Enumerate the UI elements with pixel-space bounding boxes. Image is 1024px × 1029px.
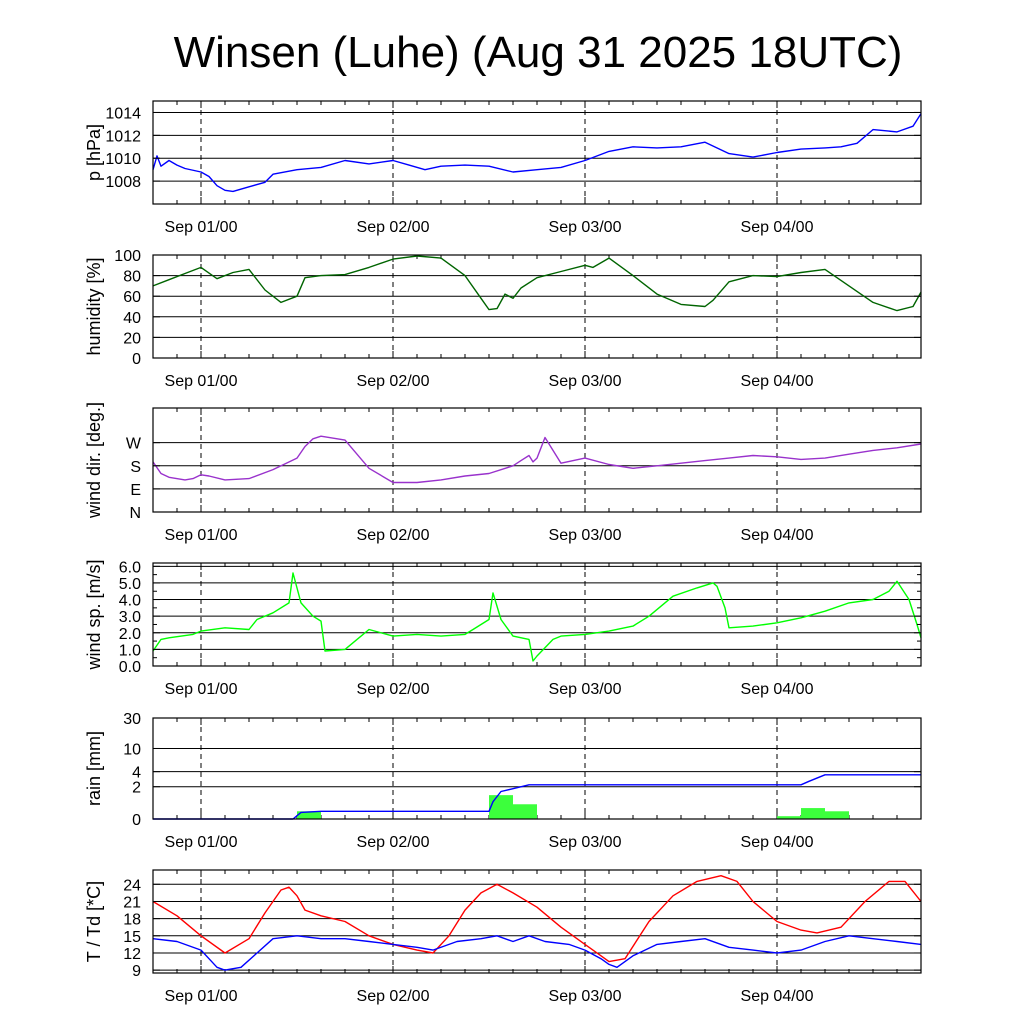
series-line-0 [152,113,922,193]
series-line-1 [152,935,922,971]
series-line-0 [152,435,922,484]
panel-frame [152,869,922,974]
x-tick-label: Sep 01/00 [165,219,238,236]
panel-frame [152,100,922,205]
y-axis-label: p [hPa] [84,124,104,181]
y-tick-label: E [130,482,141,499]
x-tick-label: Sep 03/00 [549,373,622,390]
y-tick-label: 12 [123,946,141,963]
y-tick-label: 4.0 [119,593,141,610]
panel-frame [152,562,922,667]
panel-4: 0 24 10 30 rain [mm] Sep 01/00 Sep 02/00 Sep 03… [84,711,922,851]
y-tick-label: W [126,436,142,453]
x-tick-label: Sep 01/00 [165,527,238,544]
y-tick-label: 15 [123,929,141,946]
x-tick-label: Sep 04/00 [741,373,814,390]
y-tick-label: 1012 [105,128,141,145]
y-tick-label: S [130,459,141,476]
y-tick-label: 10 [123,741,141,758]
y-tick-label: 40 [123,310,141,327]
y-tick-label: 60 [123,289,141,306]
y-axis-label: wind sp. [m/s] [84,559,104,670]
y-tick-label: 1010 [105,151,141,168]
rain-bar [489,795,513,819]
x-tick-label: Sep 03/00 [549,219,622,236]
y-tick-label: 0 [132,812,141,829]
y-tick-label: 2.0 [119,626,141,643]
y-tick-label: 30 [123,711,141,728]
rain-bar [801,808,825,819]
x-tick-label: Sep 04/00 [741,834,814,851]
y-tick-label: 80 [123,269,141,286]
y-tick-label: 6.0 [119,559,141,576]
series-line-0 [153,774,921,820]
rain-bar [825,811,849,819]
series-line-0 [152,875,922,963]
x-tick-label: Sep 01/00 [165,988,238,1005]
y-tick-label: 20 [123,330,141,347]
y-tick-label: 9 [132,963,141,980]
y-tick-label: 21 [123,894,141,911]
x-tick-label: Sep 01/00 [165,373,238,390]
y-axis-label: humidity [%] [84,257,104,355]
x-tick-label: Sep 02/00 [357,988,430,1005]
y-tick-label: N [129,505,141,522]
x-tick-label: Sep 01/00 [165,681,238,698]
x-tick-label: Sep 04/00 [741,527,814,544]
chart-title: Winsen (Luhe) (Aug 31 2025 18UTC) [174,28,903,77]
rain-bar [513,804,537,819]
y-tick-label: 1008 [105,174,141,191]
y-tick-label: 3.0 [119,609,141,626]
y-tick-label: 1.0 [119,642,141,659]
y-tick-label: 24 [123,877,141,894]
y-axis-label: T / Td [*C] [84,881,104,962]
y-tick-label: 1014 [105,105,141,122]
panel-frame [152,254,922,359]
x-tick-label: Sep 04/00 [741,681,814,698]
panel-3: 0.01.02.03.04.05.06.0 wind sp. [m/s] Sep 0… [84,559,922,698]
series-line-0 [152,255,922,312]
series-line-0 [152,572,922,662]
y-tick-label: 0 [132,351,141,368]
x-tick-label: Sep 01/00 [165,834,238,851]
x-tick-label: Sep 03/00 [549,834,622,851]
y-tick-label: 0.0 [119,659,141,676]
panel-frame [152,407,922,513]
x-tick-label: Sep 03/00 [549,681,622,698]
panel-frame [152,717,922,820]
rain-bar [777,816,801,819]
y-axis-label: wind dir. [deg.] [84,402,104,519]
y-tick-label: 4 [132,765,141,782]
rain-bar [297,811,321,819]
x-tick-label: Sep 02/00 [357,373,430,390]
x-tick-label: Sep 03/00 [549,527,622,544]
x-tick-label: Sep 02/00 [357,834,430,851]
y-tick-label: 100 [114,248,141,265]
x-tick-label: Sep 04/00 [741,219,814,236]
x-tick-label: Sep 02/00 [357,219,430,236]
x-tick-label: Sep 02/00 [357,527,430,544]
x-tick-label: Sep 03/00 [549,988,622,1005]
y-tick-label: 2 [132,780,141,797]
y-tick-label: 18 [123,912,141,929]
y-tick-label: 5.0 [119,576,141,593]
y-axis-label: rain [mm] [84,731,104,806]
x-tick-label: Sep 02/00 [357,681,430,698]
panel-1: 0 20 40 60 80 100 humidity [%] Sep 01/00 Sep 02/… [84,248,922,390]
x-tick-label: Sep 04/00 [741,988,814,1005]
